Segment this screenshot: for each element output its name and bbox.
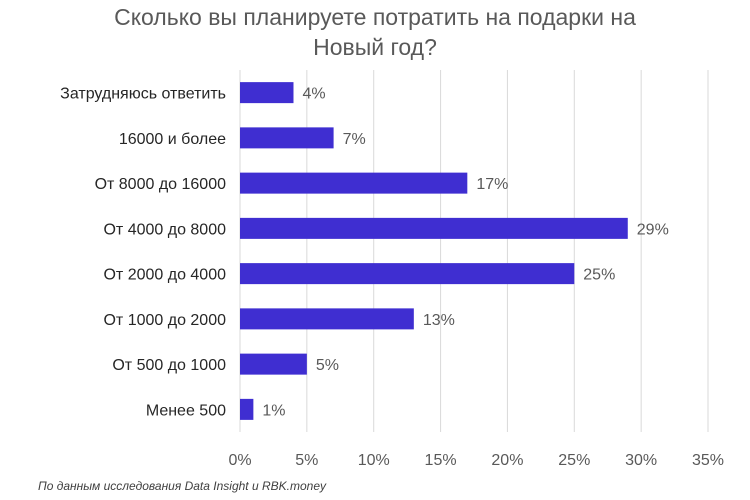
data-label-5: 13%	[423, 312, 455, 329]
category-label-6: От 500 до 1000	[112, 357, 226, 374]
data-label-1: 7%	[343, 131, 366, 148]
bar-1	[240, 127, 334, 149]
x-tick-label-6: 30%	[625, 452, 657, 469]
source-note: По данным исследования Data Insight и RB…	[38, 479, 326, 493]
data-label-4: 25%	[583, 267, 615, 284]
x-tick-label-7: 35%	[692, 452, 724, 469]
data-label-7: 1%	[262, 402, 285, 419]
x-tick-label-4: 20%	[491, 452, 523, 469]
chart-title-line-1: Сколько вы планируете потратить на подар…	[114, 4, 636, 30]
data-label-3: 29%	[637, 221, 669, 238]
category-label-4: От 2000 до 4000	[103, 267, 226, 284]
chart-title: Сколько вы планируете потратить на подар…	[0, 2, 750, 62]
x-tick-label-3: 15%	[425, 452, 457, 469]
chart-title-line-2: Новый год?	[313, 34, 437, 60]
data-label-0: 4%	[302, 86, 325, 103]
x-tick-label-2: 10%	[358, 452, 390, 469]
category-label-7: Менее 500	[146, 402, 226, 419]
bar-6	[240, 353, 307, 375]
bar-2	[240, 172, 468, 194]
bar-0	[240, 82, 294, 104]
bar-5	[240, 308, 414, 330]
bar-7	[240, 398, 254, 420]
x-tick-label-1: 5%	[295, 452, 318, 469]
data-label-2: 17%	[476, 176, 508, 193]
bar-3	[240, 217, 628, 239]
x-tick-label-0: 0%	[228, 452, 251, 469]
category-label-0: Затрудняюсь ответить	[60, 86, 226, 103]
category-label-5: От 1000 до 2000	[103, 312, 226, 329]
bar-4	[240, 263, 575, 285]
category-label-3: От 4000 до 8000	[103, 221, 226, 238]
data-label-6: 5%	[316, 357, 339, 374]
x-tick-label-5: 25%	[558, 452, 590, 469]
category-label-2: От 8000 до 16000	[95, 176, 227, 193]
category-label-1: 16000 и более	[119, 131, 226, 148]
